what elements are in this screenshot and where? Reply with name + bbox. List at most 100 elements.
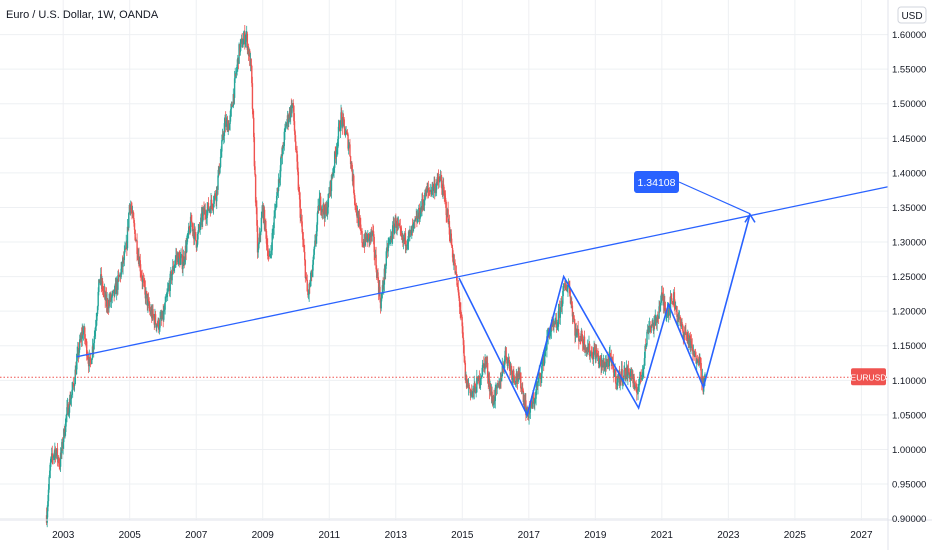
callout-leader-line — [678, 181, 751, 215]
target-price-callout[interactable]: 1.34108 — [634, 171, 751, 215]
candle-body — [305, 276, 308, 280]
candle-body — [91, 358, 93, 364]
x-tick-label: 2019 — [584, 530, 607, 541]
candle-body — [471, 392, 474, 394]
candle-body — [298, 189, 300, 192]
candle-body — [462, 337, 465, 346]
candle-body — [657, 315, 659, 319]
candle-body — [687, 334, 690, 346]
x-tick-label: 2011 — [319, 530, 341, 541]
candle-body — [302, 232, 304, 240]
candle-body — [344, 126, 346, 135]
x-tick-label: 2005 — [119, 530, 142, 541]
candle-body — [161, 318, 163, 320]
zigzag-projection-path[interactable] — [458, 214, 751, 418]
candle-body — [480, 376, 482, 378]
candle-body — [339, 128, 342, 131]
candle-body — [598, 361, 600, 364]
candle-body — [467, 380, 469, 388]
candle-body — [390, 235, 393, 241]
candle-body — [284, 125, 287, 128]
candle-body — [86, 356, 89, 358]
candle-body — [195, 240, 198, 248]
trend-line[interactable] — [76, 186, 889, 358]
candle-body — [47, 489, 50, 502]
candle-body — [274, 210, 276, 217]
candle-body — [318, 197, 321, 211]
candle-body — [178, 252, 180, 257]
candle-body — [685, 330, 687, 335]
drawings[interactable] — [76, 186, 889, 418]
candle-body — [566, 288, 569, 292]
candle-body — [117, 275, 120, 277]
candle-body — [450, 233, 453, 245]
candle-body — [514, 381, 517, 383]
candle-body — [91, 346, 94, 359]
candle-body — [544, 350, 546, 356]
y-tick-label: 1.50000 — [892, 99, 926, 110]
candle-body — [202, 211, 204, 222]
candle-body — [623, 370, 625, 378]
candle-body — [309, 279, 312, 287]
callout-box[interactable] — [634, 171, 679, 193]
candle-body — [371, 230, 373, 236]
candle-body — [258, 242, 260, 249]
candle-body — [240, 39, 242, 44]
candle-body — [624, 368, 627, 380]
candle-body — [633, 378, 635, 389]
candle-body — [681, 324, 684, 331]
candle-body — [391, 238, 393, 241]
candle-body — [436, 177, 438, 184]
candle-body — [581, 340, 584, 344]
candle-body — [406, 243, 409, 247]
candle-body — [567, 284, 569, 289]
candle-body — [193, 228, 196, 240]
candle-body — [381, 285, 384, 295]
y-tick-label: 0.95000 — [892, 480, 926, 491]
candle-body — [550, 331, 552, 333]
x-tick-label: 2015 — [451, 530, 474, 541]
candle-body — [452, 257, 454, 263]
candle-body — [393, 226, 396, 234]
candle-body — [64, 432, 66, 437]
candle-body — [111, 293, 113, 298]
candle-body — [569, 295, 572, 304]
candle-body — [445, 201, 447, 216]
currency-button[interactable]: USD — [897, 6, 927, 24]
candle-body — [82, 330, 85, 335]
candle-body — [673, 292, 676, 306]
candle-body — [256, 225, 259, 253]
candle-body — [365, 232, 367, 240]
candle-body — [460, 310, 462, 315]
candle-body — [634, 385, 637, 387]
candle-body — [156, 324, 158, 328]
x-tick-label: 2017 — [518, 530, 541, 541]
candle-body — [573, 318, 576, 324]
arrow-head — [744, 212, 756, 223]
candle-body — [316, 224, 318, 237]
candle-body — [516, 373, 518, 380]
candle-body — [140, 274, 143, 278]
candle-body — [453, 261, 456, 263]
price-axis[interactable]: 0.90000 0.95000 1.00000 1.05000 1.10000 1.150… — [892, 30, 926, 525]
candle-body — [266, 243, 268, 246]
candle-body — [68, 412, 70, 416]
candle-body — [256, 207, 258, 226]
candle-body — [97, 291, 99, 307]
candle-body — [269, 254, 271, 256]
candle-body — [409, 232, 411, 234]
candle-body — [575, 328, 577, 335]
candle-body — [622, 377, 625, 381]
price-tag-label: EURUSD — [851, 373, 887, 383]
time-axis[interactable]: 2003 2005 2007 2009 2011 2013 2015 2017 2019 2021… — [52, 530, 873, 541]
candle-body — [485, 361, 488, 364]
candle-body — [195, 232, 197, 241]
candle-body — [242, 44, 244, 48]
candle-body — [233, 78, 236, 98]
candle-body — [346, 132, 349, 135]
candle-body — [205, 214, 207, 219]
candle-body — [539, 373, 541, 374]
candle-body — [667, 310, 670, 316]
candle-body — [552, 321, 554, 326]
